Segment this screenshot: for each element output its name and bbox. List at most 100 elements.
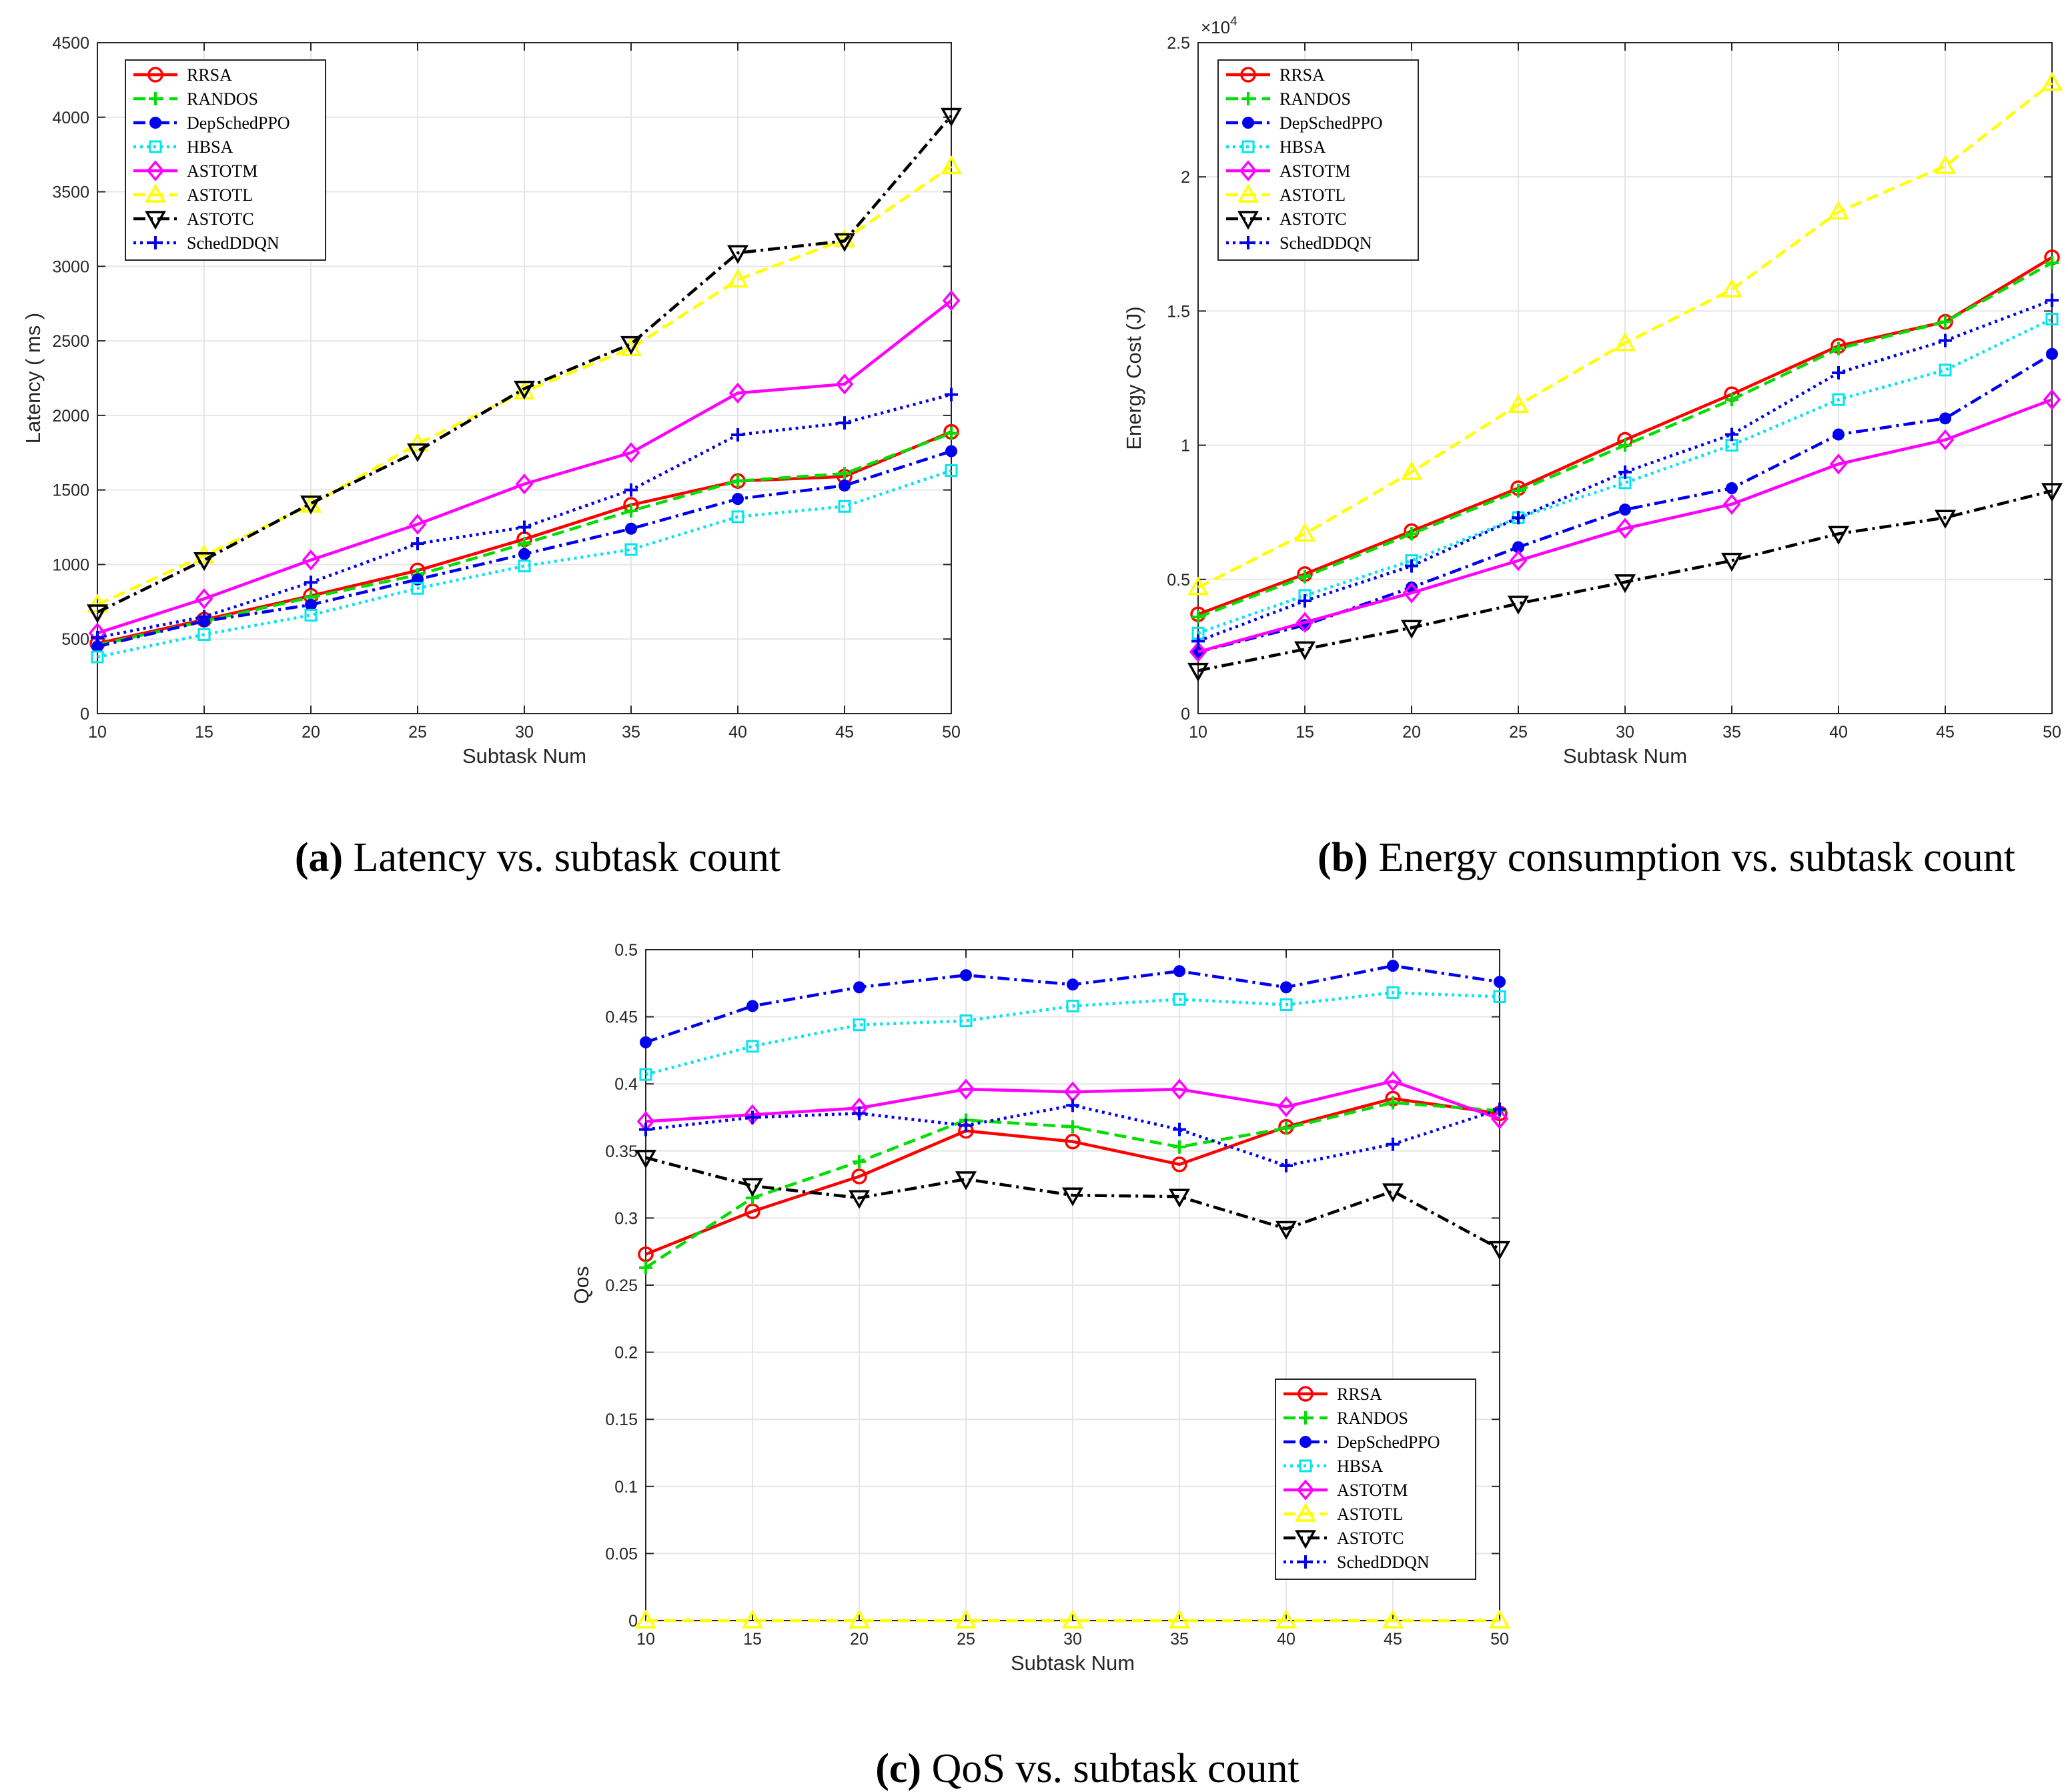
marker-astotm-3 xyxy=(408,514,427,535)
y-tick-label-0: 0 xyxy=(628,1612,638,1631)
marker-hbsa-0 xyxy=(91,650,104,664)
x-tick-label-8: 50 xyxy=(942,723,961,742)
y-tick-label-4: 2 xyxy=(1181,168,1190,187)
marker-astotl-2 xyxy=(1401,461,1422,480)
legend-label-rrsa: RRSA xyxy=(1279,65,1325,85)
marker-hbsa-4 xyxy=(1066,1000,1079,1013)
y-tick-label-8: 4000 xyxy=(52,109,89,127)
marker-legend-astotc-0 xyxy=(1237,211,1259,230)
marker-schedddqn-8 xyxy=(2045,293,2059,307)
marker-astotl-1 xyxy=(1294,522,1316,542)
marker-astotm-5 xyxy=(1722,494,1741,515)
marker-legend-astotm-0 xyxy=(1239,160,1257,181)
line-astotc xyxy=(97,115,953,614)
caption-text: Energy consumption vs. subtask count xyxy=(1368,835,2015,880)
marker-astotm-8 xyxy=(942,290,961,311)
marker-schedddqn-2 xyxy=(304,576,318,590)
marker-astotc-5 xyxy=(1721,552,1742,572)
marker-astotl-4 xyxy=(1614,332,1636,351)
legend-box xyxy=(1217,59,1419,261)
marker-legend-hbsa-0 xyxy=(149,140,162,153)
marker-schedddqn-1 xyxy=(197,610,211,624)
x-tick-label-8: 50 xyxy=(2043,723,2061,742)
marker-astotl-6 xyxy=(1275,1609,1297,1629)
y-tick-label-5: 2500 xyxy=(52,332,89,351)
marker-astotl-7 xyxy=(834,228,855,247)
y-tick-label-2: 1 xyxy=(1181,437,1190,456)
series-depschedppo xyxy=(640,960,1506,1048)
marker-astotl-4 xyxy=(1062,1609,1083,1629)
marker-schedddqn-4 xyxy=(1618,465,1632,479)
marker-randos-4 xyxy=(1618,438,1632,452)
legend: RRSA RANDOS DepSchedPPO HBSA ASTOTM ASTOTL AST… xyxy=(1275,1379,1476,1580)
y-axis-label: Latency ( ms ) xyxy=(21,313,45,443)
marker-astotl-1 xyxy=(193,544,215,564)
y-tick-label-6: 3000 xyxy=(52,257,89,276)
marker-astotc-7 xyxy=(1382,1183,1404,1202)
marker-astotc-4 xyxy=(514,380,535,400)
marker-legend-astotm-0 xyxy=(1296,1479,1315,1501)
marker-hbsa-2 xyxy=(853,1018,866,1032)
marker-astotm-4 xyxy=(1616,518,1634,540)
marker-depschedppo-5 xyxy=(1173,965,1185,978)
marker-astotl-2 xyxy=(849,1609,870,1629)
marker-astotl-6 xyxy=(1828,200,1849,220)
marker-astotm-6 xyxy=(1829,454,1848,475)
marker-legend-depschedppo-0 xyxy=(149,117,161,129)
legend-label-astotl: ASTOTL xyxy=(1337,1505,1403,1524)
marker-legend-randos-0 xyxy=(149,92,162,105)
series-astotl xyxy=(1187,71,2063,596)
line-astotc xyxy=(1197,489,2053,672)
y-tick-label-10: 0.5 xyxy=(614,941,638,960)
marker-astotm-2 xyxy=(1402,582,1421,604)
marker-randos-7 xyxy=(1939,315,1952,329)
marker-schedddqn-7 xyxy=(838,416,851,430)
marker-astotc-3 xyxy=(955,1171,977,1190)
marker-rrsa-0 xyxy=(638,1246,654,1262)
series-schedddqn xyxy=(639,1098,1506,1172)
x-tick-label-1: 15 xyxy=(195,723,213,742)
marker-depschedppo-0 xyxy=(640,1036,652,1048)
marker-astotl-0 xyxy=(635,1609,656,1629)
legend-box xyxy=(1275,1379,1476,1580)
marker-schedddqn-4 xyxy=(518,520,531,534)
series-astotc xyxy=(87,107,962,624)
marker-hbsa-7 xyxy=(1939,363,1952,377)
y-axis-label: Qos xyxy=(570,1266,593,1304)
marker-schedddqn-1 xyxy=(746,1110,759,1124)
marker-randos-8 xyxy=(945,426,958,440)
marker-randos-5 xyxy=(1725,393,1738,407)
y-tick-label-2: 1000 xyxy=(52,556,89,574)
marker-hbsa-3 xyxy=(411,582,424,595)
marker-legend-schedddqn-0 xyxy=(1241,236,1255,249)
legend: RRSA RANDOS DepSchedPPO HBSA ASTOTM ASTOTL AST… xyxy=(125,59,326,261)
marker-hbsa-3 xyxy=(959,1014,973,1028)
marker-hbsa-6 xyxy=(1279,998,1293,1011)
series-astotc xyxy=(635,1150,1510,1260)
marker-randos-0 xyxy=(639,1260,652,1274)
marker-astotl-8 xyxy=(941,155,962,175)
caption-a: (a) Latency vs. subtask count xyxy=(295,835,781,880)
x-tick-label-6: 40 xyxy=(728,723,747,742)
marker-legend-schedddqn-0 xyxy=(1299,1555,1312,1569)
x-tick-label-4: 30 xyxy=(1616,723,1634,742)
legend-label-hbsa: HBSA xyxy=(1279,137,1326,157)
y-tick-label-1: 0.5 xyxy=(1167,571,1190,590)
y-tick-label-5: 0.25 xyxy=(605,1276,638,1295)
marker-astotc-2 xyxy=(849,1190,870,1209)
marker-schedddqn-0 xyxy=(1191,634,1205,648)
line-astotm xyxy=(97,299,953,635)
legend-label-randos: RANDOS xyxy=(1337,1409,1408,1428)
chart-a-latency: 10 15 20 25 30 35 40 45 500500100015002000250030… xyxy=(21,34,962,880)
caption-b: (b) Energy consumption vs. subtask count xyxy=(1318,835,2015,880)
marker-astotc-4 xyxy=(1614,574,1636,594)
series-astotm xyxy=(1189,389,2061,663)
marker-legend-rrsa-0 xyxy=(147,67,163,83)
marker-astotl-8 xyxy=(1489,1609,1510,1629)
y-tick-label-4: 0.2 xyxy=(614,1344,638,1363)
legend-box xyxy=(125,59,326,261)
legend-label-astotl: ASTOTL xyxy=(1279,185,1346,205)
marker-hbsa-8 xyxy=(945,464,958,478)
x-tick-label-5: 35 xyxy=(1170,1630,1189,1649)
